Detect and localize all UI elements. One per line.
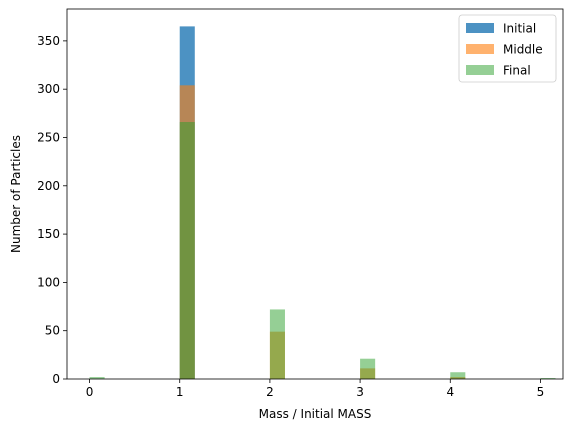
x-tick-label: 1 [176,385,184,399]
y-tick-label: 0 [52,372,60,386]
bar-final-4 [450,372,466,379]
y-tick-label: 150 [37,227,60,241]
x-tick-label: 3 [356,385,364,399]
legend-label-initial: Initial [503,22,536,36]
legend-swatch-middle [466,44,494,54]
x-tick-label: 5 [537,385,545,399]
y-axis-label: Number of Particles [9,135,23,253]
y-tick-label: 50 [45,324,60,338]
bar-final-5 [540,378,556,379]
legend-label-final: Final [503,64,531,78]
bar-final-1 [179,122,195,379]
legend-label-middle: Middle [503,43,543,57]
y-tick-label: 300 [37,82,60,96]
legend-swatch-initial [466,23,494,33]
bar-final-0 [89,377,105,379]
bar-final-3 [360,358,376,379]
x-tick-label: 0 [86,385,94,399]
y-tick-label: 200 [37,179,60,193]
legend: Initial Middle Final [458,14,557,83]
y-tick-label: 350 [37,34,60,48]
bars-layer [89,26,556,379]
x-tick-label: 4 [446,385,454,399]
x-axis-label: Mass / Initial MASS [259,407,372,421]
y-tick-label: 250 [37,130,60,144]
legend-swatch-final [466,65,494,75]
y-tick-label: 100 [37,275,60,289]
x-tick-label: 2 [266,385,274,399]
plot-frame [66,8,564,380]
bar-final-2 [269,309,285,379]
